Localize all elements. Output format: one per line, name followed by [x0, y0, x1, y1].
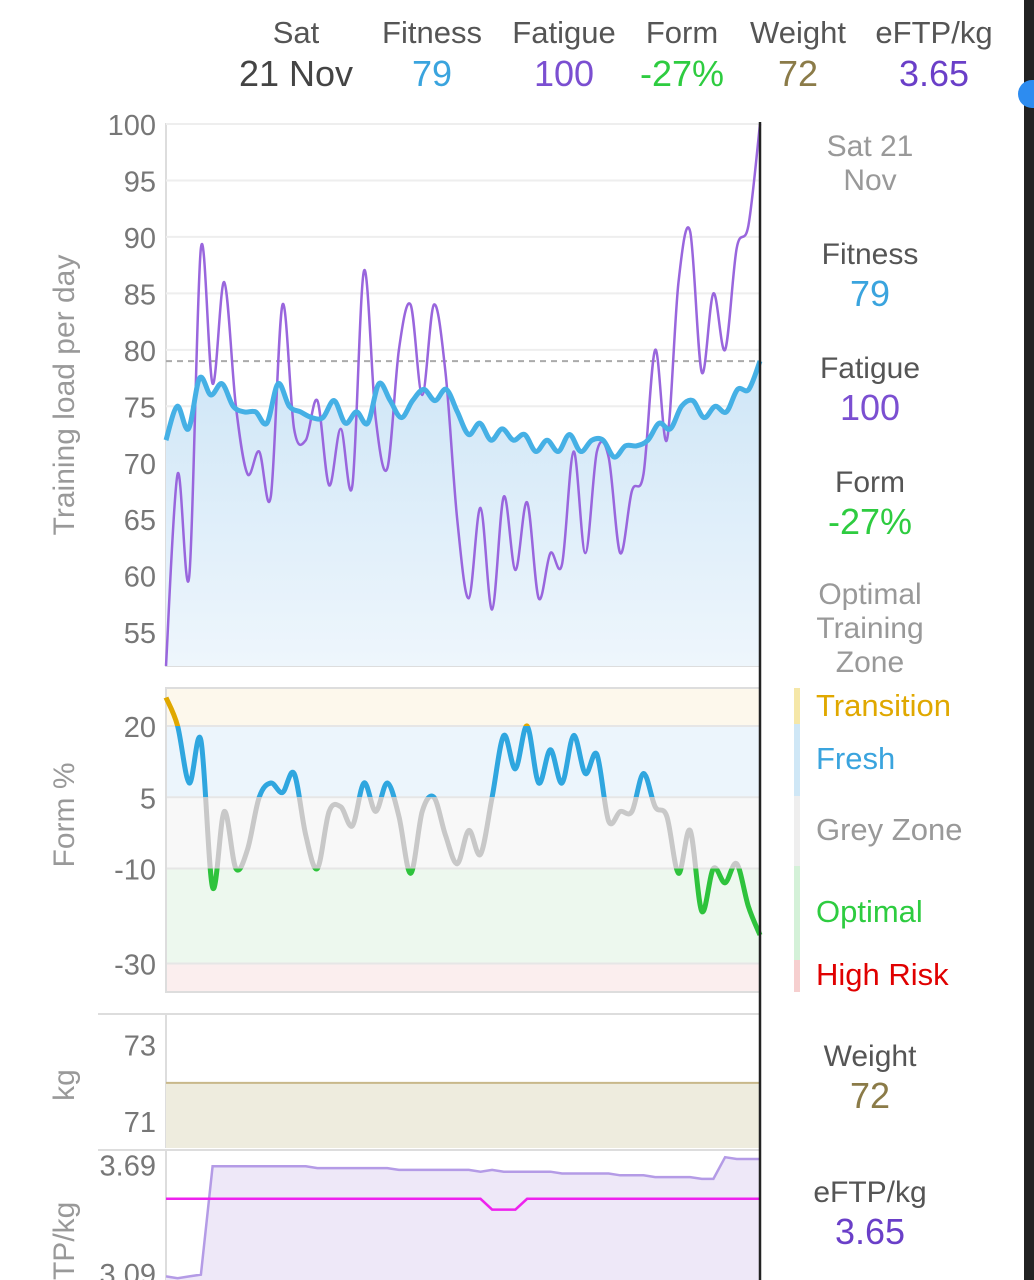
sidebar-weight-label: Weight [823, 1040, 917, 1073]
sidebar-fatigue-label: Fatigue [819, 352, 921, 385]
eftp-series-line [165, 1155, 760, 1280]
header-date-value: 21 Nov [238, 53, 354, 94]
header-weight-label: Weight [750, 15, 846, 50]
form-tick-label: -30 [114, 950, 156, 982]
load-tick-label: 60 [124, 562, 156, 594]
sidebar-eftp: eFTP/kg 3.65 [780, 1176, 960, 1254]
header-date: Sat 21 Nov [236, 14, 356, 96]
fatigue-series-line [164, 123, 762, 667]
header-form: Form -27% [632, 14, 732, 96]
eftp-tick-label: 3.09 [100, 1259, 156, 1280]
sidebar-optimal-zone: Optimal Training Zone [780, 578, 960, 680]
form-tick-label: -10 [114, 855, 156, 887]
load-tick-label: 70 [124, 449, 156, 481]
header-weight: Weight 72 [744, 14, 852, 96]
header-fitness-value: 79 [411, 53, 453, 94]
eftp-axis-title: FTP/kg [48, 1202, 81, 1280]
form-band-transition [166, 688, 760, 726]
sidebar-eftp-value: 3.65 [834, 1211, 906, 1252]
header-form-value: -27% [639, 53, 725, 94]
header-fitness-label: Fitness [382, 15, 482, 50]
form-tick-label: 5 [140, 783, 156, 815]
ftp-series-line [166, 1197, 760, 1211]
form-tick-label: 20 [124, 712, 156, 744]
zone-highrisk: High Risk [816, 957, 949, 992]
sidebar-fatigue-value: 100 [839, 387, 901, 428]
form-axis-title: Form % [48, 763, 81, 868]
eftp-tick-label: 3.69 [100, 1150, 156, 1182]
zone-bar-optimal [794, 866, 800, 960]
header-fatigue-value: 100 [533, 53, 595, 94]
scroll-handle[interactable] [1018, 80, 1034, 108]
sidebar-weight-value: 72 [849, 1075, 891, 1116]
zone-bar-transition [794, 688, 800, 724]
weight-axis-title: kg [48, 1069, 81, 1101]
load-axis-title: Training load per day [48, 255, 81, 536]
header-date-label: Sat [272, 15, 320, 50]
sidebar-date-text: Sat 21 Nov [826, 130, 914, 197]
sidebar-fatigue: Fatigue 100 [780, 352, 960, 430]
header-fatigue-label: Fatigue [512, 15, 616, 50]
header-fitness: Fitness 79 [376, 14, 488, 96]
load-tick-label: 55 [124, 618, 156, 650]
load-tick-label: 85 [124, 279, 156, 311]
window-edge [1024, 0, 1034, 1280]
form-line-grey [203, 797, 742, 869]
zone-grey: Grey Zone [816, 812, 963, 847]
sidebar-eftp-label: eFTP/kg [813, 1176, 927, 1209]
sidebar-fitness-label: Fitness [821, 238, 919, 271]
zone-transition: Transition [816, 688, 951, 723]
load-tick-label: 80 [124, 336, 156, 368]
form-band-highrisk [166, 963, 760, 992]
sidebar-form-value: -27% [827, 501, 913, 542]
zone-optimal: Optimal [816, 894, 923, 929]
eftp-area [166, 1157, 760, 1280]
zone-bar-highrisk [794, 960, 800, 992]
form-band-fresh [166, 726, 760, 798]
fitness-area [166, 361, 760, 666]
zone-bar-fresh [794, 724, 800, 796]
sidebar-weight: Weight 72 [780, 1040, 960, 1118]
form-band-optimal [166, 868, 760, 964]
zone-bar-grey [794, 796, 800, 866]
header-eftp-label: eFTP/kg [875, 15, 993, 50]
header-form-label: Form [645, 15, 719, 50]
load-tick-label: 95 [124, 166, 156, 198]
weight-area [166, 1082, 760, 1148]
fitness-series-line [163, 360, 763, 460]
sidebar-fitness-value: 79 [849, 273, 891, 314]
sidebar-date: Sat 21 Nov [780, 130, 960, 198]
sidebar-optimal-zone-label: Optimal Training Zone [816, 578, 924, 679]
sidebar-fitness: Fitness 79 [780, 238, 960, 316]
weight-tick-label: 73 [124, 1031, 156, 1063]
header-fatigue: Fatigue 100 [505, 14, 623, 96]
sidebar-form-label: Form [835, 466, 905, 499]
zone-fresh: Fresh [816, 741, 896, 776]
load-tick-label: 100 [108, 110, 156, 142]
load-tick-label: 90 [124, 223, 156, 255]
header-eftp: eFTP/kg 3.65 [866, 14, 1002, 96]
header-weight-value: 72 [777, 53, 819, 94]
sidebar-form: Form -27% [780, 466, 960, 544]
weight-tick-label: 71 [124, 1107, 156, 1139]
load-tick-label: 75 [124, 392, 156, 424]
header-eftp-value: 3.65 [898, 53, 970, 94]
load-tick-label: 65 [124, 505, 156, 537]
